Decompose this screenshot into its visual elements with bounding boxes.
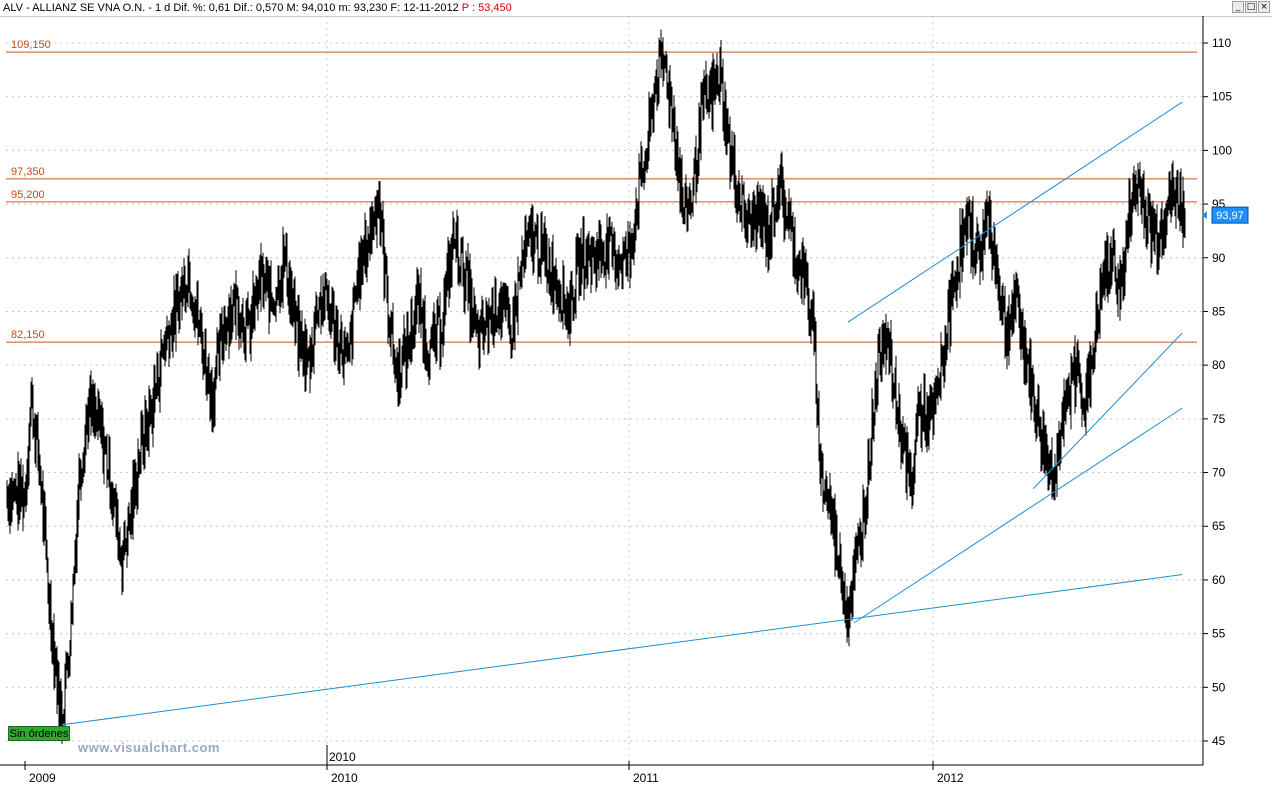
last-price-label: 93,97 — [1216, 210, 1244, 222]
y-tick-label: 90 — [1212, 251, 1226, 265]
level-label: 82,150 — [11, 329, 45, 341]
x-tick-label: 2009 — [29, 771, 56, 785]
level-lines: 109,150 97,350 95,200 82,150 — [6, 39, 1197, 343]
y-tick-label: 110 — [1212, 36, 1231, 50]
price-value: P : 53,450 — [461, 2, 512, 14]
maximize-button[interactable]: □ — [1245, 1, 1257, 13]
y-tick-label: 50 — [1212, 680, 1226, 694]
y-tick-label: 70 — [1212, 466, 1226, 480]
x-tick-label: 2011 — [633, 771, 659, 785]
level-label: 109,150 — [11, 39, 51, 51]
orders-badge[interactable]: Sin órdenes — [8, 726, 70, 741]
window-controls: _ □ × — [1232, 1, 1270, 13]
y-tick-label: 105 — [1212, 90, 1232, 104]
y-tick-label: 55 — [1212, 627, 1226, 641]
level-label: 97,350 — [11, 166, 45, 178]
trend-line — [1032, 332, 1183, 489]
trend-line — [61, 574, 1183, 726]
chart-header: ALV - ALLIANZ SE VNA O.N. - 1 d Dif. %: … — [3, 0, 512, 16]
y-tick-label: 60 — [1212, 573, 1226, 587]
x-inner-label: 2010 — [329, 750, 356, 764]
y-tick-label: 65 — [1212, 519, 1226, 533]
y-tick-label: 100 — [1212, 143, 1232, 157]
trend-lines — [61, 101, 1183, 726]
x-axis: 2009 2010 2011 2012 2010 — [0, 745, 1203, 785]
minimize-button[interactable]: _ — [1232, 1, 1244, 13]
y-tick-label: 80 — [1212, 358, 1226, 372]
chart-title: ALV - ALLIANZ SE VNA O.N. - 1 d Dif. %: … — [3, 2, 459, 14]
last-price-pointer — [1202, 211, 1207, 220]
trend-line — [847, 101, 1183, 323]
y-tick-label: 85 — [1212, 304, 1226, 318]
watermark: www.visualchart.com — [78, 740, 220, 755]
last-price-box — [1211, 206, 1249, 224]
y-tick-label: 75 — [1212, 412, 1226, 426]
price-chart[interactable]: 109,150 97,350 95,200 82,150 45 50 55 60 65 70 75 8… — [0, 16, 1272, 785]
x-tick-label: 2010 — [331, 771, 358, 785]
x-tick-label: 2012 — [937, 771, 964, 785]
title-bar: ALV - ALLIANZ SE VNA O.N. - 1 d Dif. %: … — [0, 0, 1272, 17]
grid-lines — [6, 16, 1202, 765]
trend-line — [853, 407, 1183, 624]
price-series — [6, 29, 1186, 744]
price-bars — [6, 29, 1186, 744]
y-tick-label: 45 — [1212, 734, 1226, 748]
level-label: 95,200 — [11, 189, 45, 201]
close-button[interactable]: × — [1258, 1, 1270, 13]
